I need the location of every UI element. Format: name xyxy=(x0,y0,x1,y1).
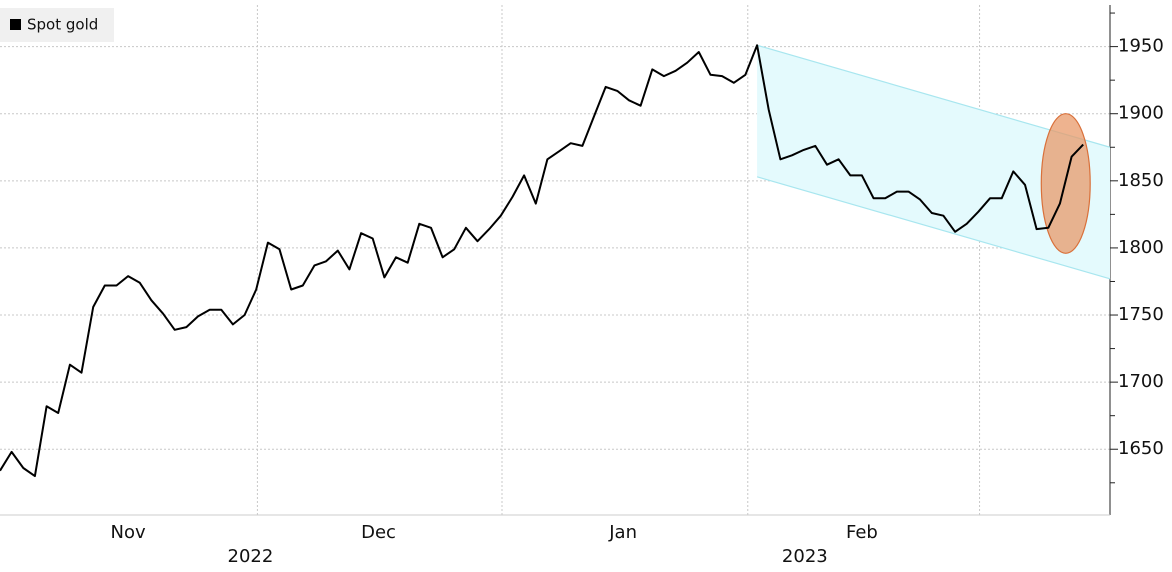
price-line xyxy=(0,44,1084,478)
year-label: 2023 xyxy=(782,546,828,567)
x-tick-label: Dec xyxy=(361,522,396,543)
x-tick-label: Feb xyxy=(846,522,878,543)
y-tick-label: 1950 xyxy=(1118,36,1164,57)
y-tick-label: 1800 xyxy=(1118,237,1164,258)
x-tick-label: Jan xyxy=(608,522,637,543)
x-tick-label: Nov xyxy=(111,522,146,543)
y-tick-label: 1850 xyxy=(1118,170,1164,191)
y-tick-label: 1750 xyxy=(1118,304,1164,325)
legend-label: Spot gold xyxy=(27,16,98,34)
channel-lower xyxy=(756,176,1111,280)
y-tick-label: 1650 xyxy=(1118,438,1164,459)
year-label: 2022 xyxy=(228,546,274,567)
y-tick-label: 1900 xyxy=(1118,103,1164,124)
trend-channel xyxy=(757,45,1110,279)
y-tick-label: 1700 xyxy=(1118,371,1164,392)
legend-swatch xyxy=(10,19,21,30)
